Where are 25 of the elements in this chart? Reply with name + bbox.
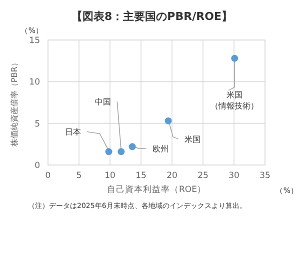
x-tick-label: 10	[104, 171, 116, 181]
point	[164, 117, 172, 124]
annotation: 米国（情報技術）	[210, 90, 259, 110]
x-tick-label: 20	[166, 171, 178, 181]
x-tick-label: 5	[76, 171, 82, 181]
x-tick-label: 25	[198, 171, 208, 181]
point	[231, 54, 238, 62]
annotation: 欧州	[152, 144, 168, 154]
y-tick-label: 15	[29, 36, 40, 46]
annotation: 米国	[184, 134, 200, 144]
x-tick-label: 35	[260, 171, 270, 181]
x-tick-label: 30	[228, 171, 240, 181]
chart-title: 【図表8：主要国のPBR/ROE】	[72, 10, 232, 23]
annotation: 日本	[64, 128, 81, 137]
x-tick-label: 15	[136, 171, 146, 181]
y-axis-title: 株価純資産倍率（PBR）	[10, 58, 19, 148]
point	[118, 148, 125, 156]
point	[105, 148, 112, 156]
x-axis-title: 自己資本利益率（ROE）	[107, 184, 206, 195]
x-tick-label: 0	[45, 171, 51, 181]
point	[128, 143, 136, 150]
annotation: 中国	[95, 98, 112, 107]
y-tick-label: 5	[34, 119, 40, 130]
y-tick-label: 10	[29, 78, 40, 88]
y-tick-label: 0	[34, 161, 40, 171]
